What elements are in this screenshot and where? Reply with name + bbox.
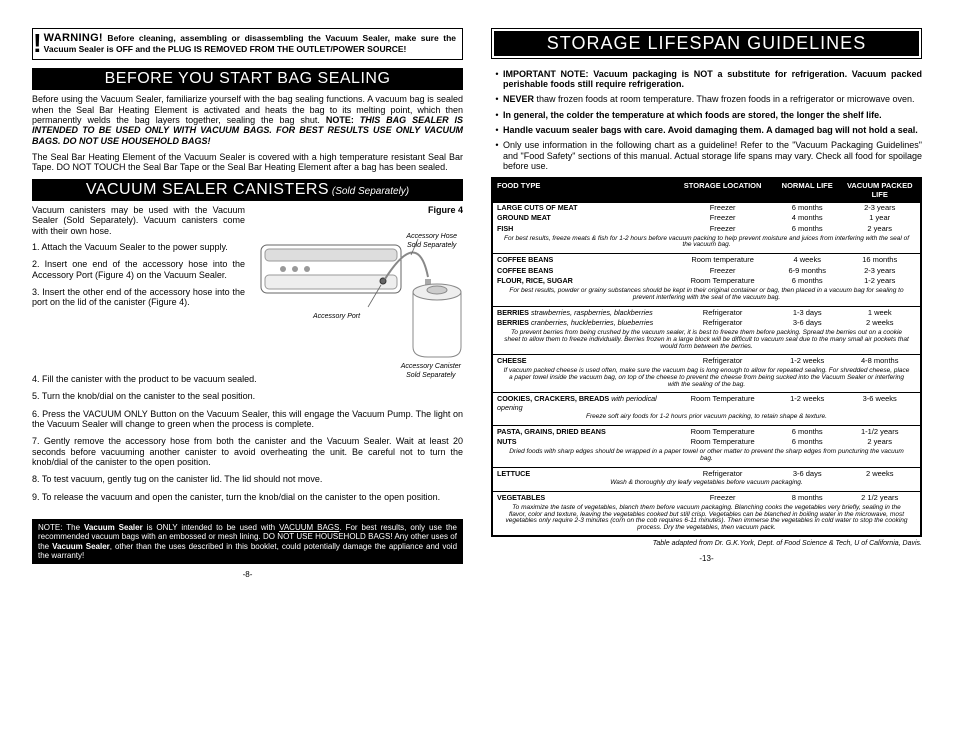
fig-port-label: Accessory Port <box>313 313 360 320</box>
table-credit: Table adapted from Dr. G.K.York, Dept. o… <box>491 540 922 548</box>
warning-text: WARNING! Before cleaning, assembling or … <box>42 29 462 59</box>
table-divider <box>493 392 920 393</box>
table-tip: Dried foods with sharp edges should be w… <box>493 448 920 466</box>
table-row: CHEESERefrigerator1-2 weeks4-8 months <box>493 356 920 367</box>
th-food: FOOD TYPE <box>497 182 674 199</box>
th-location: STORAGE LOCATION <box>674 182 771 199</box>
table-row: COOKIES, CRACKERS, BREADS with periodica… <box>493 394 920 413</box>
page-number-left: -8- <box>32 570 463 579</box>
table-divider <box>493 491 920 492</box>
table-row: BERRIES cranberries, huckleberries, blue… <box>493 318 920 329</box>
figure-label: Figure 4 <box>253 205 463 215</box>
table-tip: Freeze soft airy foods for 1-2 hours pri… <box>493 413 920 424</box>
table-tip: Wash & thoroughly dry leafy vegetables b… <box>493 479 920 490</box>
heading-storage-outer: STORAGE LIFESPAN GUIDELINES <box>491 28 922 59</box>
fig-hose-label: Accessory Hose <box>406 233 457 240</box>
page-number-right: -13- <box>491 554 922 563</box>
bullet-2: • NEVER thaw frozen foods at room temper… <box>491 94 922 104</box>
step-6: 6. Press the VACUUM ONLY Button on the V… <box>32 409 463 430</box>
table-divider <box>493 425 920 426</box>
bullet-dot: • <box>491 69 503 90</box>
bullet-1: • IMPORTANT NOTE: Vacuum packaging is NO… <box>491 69 922 90</box>
table-row: PASTA, GRAINS, DRIED BEANSRoom Temperatu… <box>493 427 920 438</box>
canister-section: Figure 4 <box>32 205 463 509</box>
note-box: NOTE: The Vacuum Sealer is ONLY intended… <box>32 519 463 564</box>
table-row: VEGETABLESFreezer8 months2 1/2 years <box>493 493 920 504</box>
table-row: COFFEE BEANSFreezer6-9 months2-3 years <box>493 266 920 277</box>
warning-box: ! WARNING! Before cleaning, assembling o… <box>32 28 463 60</box>
step-4: 4. Fill the canister with the product to… <box>32 374 463 384</box>
table-divider <box>493 306 920 307</box>
bullet-3: • In general, the colder the temperature… <box>491 110 922 120</box>
table-divider <box>493 354 920 355</box>
page-spread: ! WARNING! Before cleaning, assembling o… <box>0 0 954 589</box>
table-tip: If vacuum packed cheese is used often, m… <box>493 367 920 391</box>
table-row: NUTSRoom Temperature6 months2 years <box>493 437 920 448</box>
step-9: 9. To release the vacuum and open the ca… <box>32 492 463 502</box>
table-tip: For best results, powder or grainy subst… <box>493 287 920 305</box>
fig-sold-1: Sold Separately <box>407 242 456 249</box>
right-page: STORAGE LIFESPAN GUIDELINES • IMPORTANT … <box>491 28 922 579</box>
step-8: 8. To test vacuum, gently tug on the can… <box>32 474 463 484</box>
storage-table: FOOD TYPE STORAGE LOCATION NORMAL LIFE V… <box>491 177 922 537</box>
table-row: BERRIES strawberries, raspberries, black… <box>493 308 920 319</box>
seal-bar-paragraph: The Seal Bar Heating Element of the Vacu… <box>32 152 463 173</box>
table-tip: To prevent berries from being crushed by… <box>493 329 920 353</box>
th-normal: NORMAL LIFE <box>771 182 844 199</box>
table-row: GROUND MEATFreezer4 months1 year <box>493 213 920 224</box>
step-5: 5. Turn the knob/dial on the canister to… <box>32 391 463 401</box>
table-tip: For best results, freeze meats & fish fo… <box>493 235 920 253</box>
table-header: FOOD TYPE STORAGE LOCATION NORMAL LIFE V… <box>493 179 920 202</box>
bullet-4: • Handle vacuum sealer bags with care. A… <box>491 125 922 135</box>
heading-before-sealing: BEFORE YOU START BAG SEALING <box>32 68 463 90</box>
th-vacuum: VACUUM PACKED LIFE <box>843 182 916 199</box>
table-row: LETTUCERefrigerator3-6 days2 weeks <box>493 469 920 480</box>
heading-canisters: VACUUM SEALER CANISTERS (Sold Separately… <box>32 179 463 201</box>
table-divider <box>493 253 920 254</box>
heading-storage: STORAGE LIFESPAN GUIDELINES <box>494 31 919 56</box>
fig-sold-2: Sold Separately <box>406 372 455 379</box>
figure-4: Figure 4 <box>253 205 463 370</box>
intro-paragraph: Before using the Vacuum Sealer, familiar… <box>32 94 463 146</box>
fig-canister-label: Accessory Canister <box>401 363 461 370</box>
table-divider <box>493 467 920 468</box>
table-row: FLOUR, RICE, SUGARRoom Temperature6 mont… <box>493 276 920 287</box>
left-page: ! WARNING! Before cleaning, assembling o… <box>32 28 463 579</box>
bullet-5: • Only use information in the following … <box>491 140 922 171</box>
table-tip: To maximize the taste of vegetables, bla… <box>493 504 920 535</box>
table-row: LARGE CUTS OF MEATFreezer6 months2-3 yea… <box>493 203 920 214</box>
warning-lead: WARNING! <box>44 32 103 44</box>
warning-body: Before cleaning, assembling or disassemb… <box>44 33 456 54</box>
table-row: FISHFreezer6 months2 years <box>493 224 920 235</box>
table-row: COFFEE BEANSRoom temperature4 weeks16 mo… <box>493 255 920 266</box>
step-7: 7. Gently remove the accessory hose from… <box>32 436 463 467</box>
exclamation-icon: ! <box>33 29 42 59</box>
table-body: LARGE CUTS OF MEATFreezer6 months2-3 yea… <box>493 203 920 535</box>
